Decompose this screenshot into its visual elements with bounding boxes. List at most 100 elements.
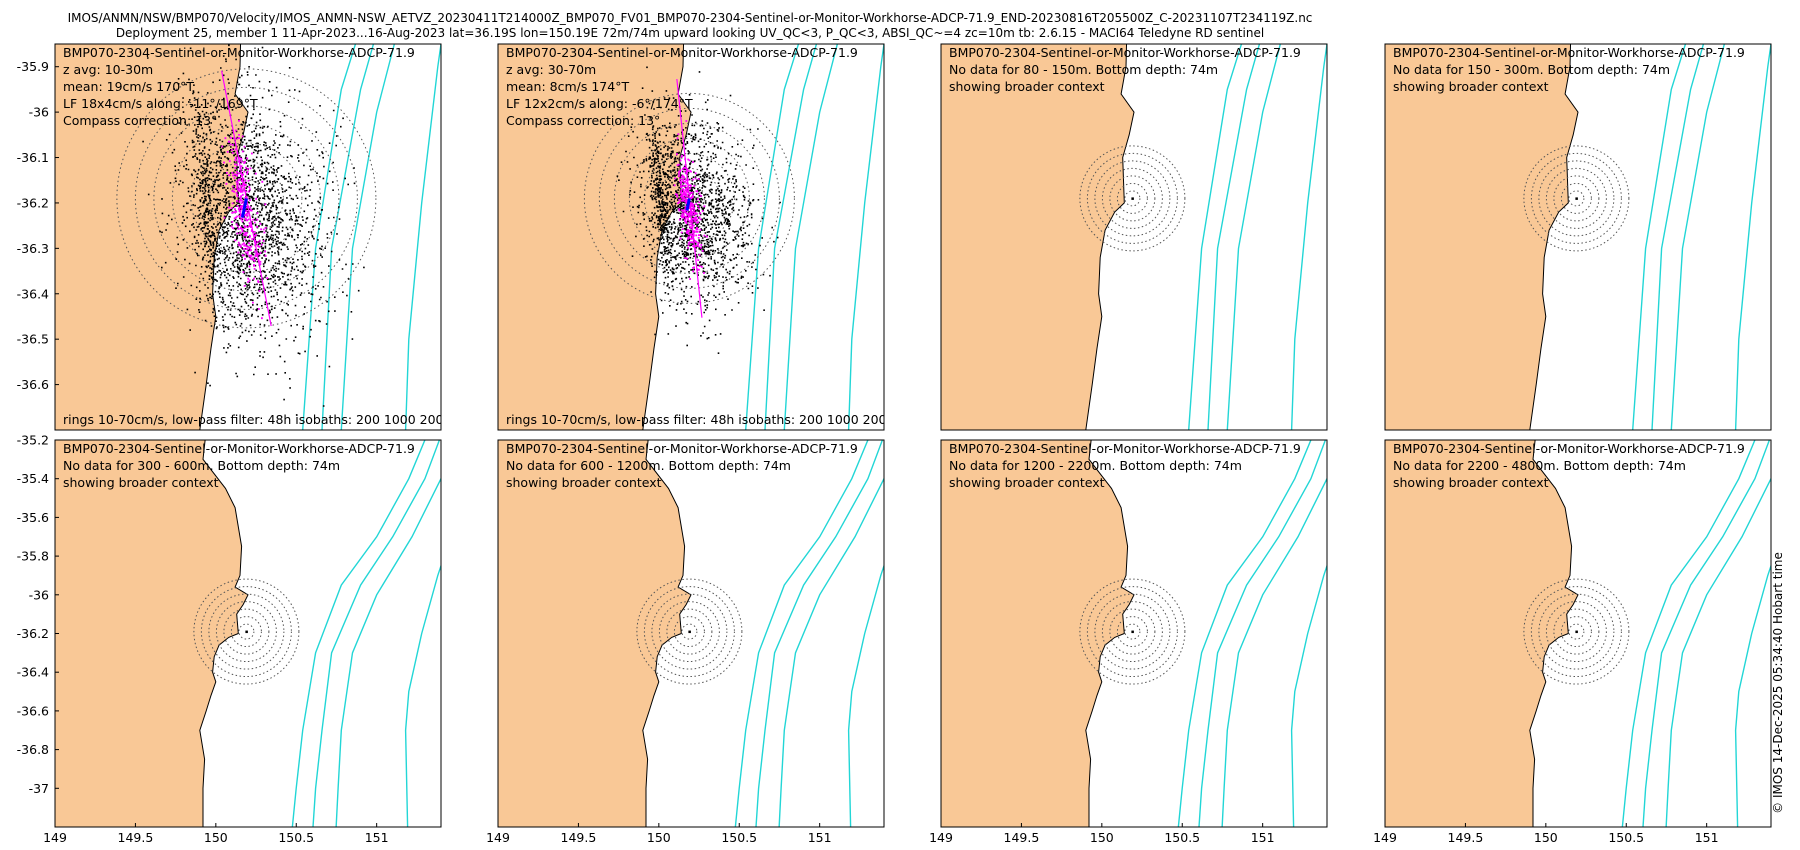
speed-ring [1560, 616, 1592, 648]
speed-ring [1124, 190, 1141, 207]
map-panel [1385, 440, 1771, 827]
x-tick-label: 151 [365, 830, 389, 845]
panel-instrument-label: BMP070-2304-Sentinel-or-Monitor-Workhors… [506, 441, 858, 456]
panel-info-line: No data for 2200 - 4800m. Bottom depth: … [1393, 458, 1686, 473]
speed-ring [208, 593, 285, 670]
speed-ring [636, 578, 743, 685]
y-tick-label: -36.1 [17, 150, 49, 165]
speed-ring [1553, 608, 1600, 655]
x-tick-label: 149.5 [1004, 830, 1040, 845]
speed-ring [1109, 608, 1156, 655]
isobath-line [778, 476, 884, 827]
land-area [1385, 44, 1578, 430]
speed-ring [1530, 152, 1622, 244]
x-tick-label: 150 [1534, 830, 1558, 845]
station-marker [1131, 630, 1134, 634]
speed-ring [673, 616, 705, 648]
coastline [1529, 440, 1579, 827]
land-area [941, 44, 1134, 430]
isobath-line [1642, 440, 1771, 827]
isobath-line [847, 563, 884, 827]
x-tick-label: 149 [486, 830, 510, 845]
panel-info-line: z avg: 10-30m [63, 62, 153, 77]
y-tick-label: -36.2 [17, 626, 49, 641]
isobath-line [1187, 44, 1243, 430]
coastline [642, 440, 692, 827]
speed-ring [1568, 190, 1585, 207]
panel-info-line: No data for 300 - 600m. Bottom depth: 74… [63, 458, 340, 473]
speed-ring [215, 601, 277, 663]
isobath-line [755, 440, 884, 827]
isobath-line [1177, 440, 1312, 827]
panel-instrument-label: BMP070-2304-Sentinel-or-Monitor-Workhors… [63, 441, 415, 456]
y-tick-label: -35.8 [17, 549, 49, 564]
speed-ring [1094, 593, 1171, 670]
speed-ring [1538, 593, 1615, 670]
scatter-points [616, 53, 781, 355]
speed-ring [134, 86, 358, 310]
panel-info-line: showing broader context [63, 475, 219, 490]
station-marker [1575, 630, 1578, 634]
speed-ring [153, 105, 340, 292]
station-marker [1575, 197, 1578, 200]
speed-ring [598, 107, 780, 289]
map-panel [55, 440, 441, 827]
land-area [498, 44, 691, 430]
speed-ring [223, 608, 270, 655]
isobath-line [404, 44, 441, 430]
y-tick-label: -36 [29, 105, 49, 120]
speed-ring [1530, 586, 1622, 678]
station-marker [688, 630, 691, 634]
isobath-line [1221, 476, 1327, 827]
speed-ring [1553, 175, 1600, 222]
y-tick-label: -35.4 [17, 471, 49, 486]
speed-ring [1124, 623, 1141, 640]
panel-info-line: showing broader context [1393, 475, 1549, 490]
speed-ring [1568, 623, 1585, 640]
x-tick-label: 150.5 [721, 830, 757, 845]
speed-ring [238, 623, 255, 640]
speed-ring [658, 601, 720, 663]
velocity-scatter [616, 53, 781, 355]
speed-ring [1086, 586, 1178, 678]
x-tick-label: 149.5 [118, 830, 154, 845]
isobath-line [783, 44, 839, 430]
panel-info-line: showing broader context [949, 79, 1105, 94]
y-tick-label: -36 [29, 587, 49, 602]
panel-info-line: showing broader context [1393, 79, 1549, 94]
panel-info-line: LF 12x2cm/s along: -6°/174°T [506, 96, 693, 111]
y-tick-label: -36.6 [17, 703, 49, 718]
x-tick-label: 149 [929, 830, 953, 845]
y-tick-label: -36.2 [17, 195, 49, 210]
x-tick-label: 150 [204, 830, 228, 845]
panel-info-line: No data for 1200 - 2200m. Bottom depth: … [949, 458, 1242, 473]
panel-bottom-note: rings 10-70cm/s, low-pass filter: 48h is… [506, 412, 942, 427]
isobath-line [321, 44, 375, 430]
x-tick-label: 150 [1090, 830, 1114, 845]
isobath-line [291, 440, 426, 827]
figure-title-line1: IMOS/ANMN/NSW/BMP070/Velocity/IMOS_ANMN-… [68, 11, 1313, 25]
speed-ring [200, 586, 292, 678]
isobath-line [404, 563, 441, 827]
y-tick-label: -36.4 [17, 665, 49, 680]
x-tick-label: 149.5 [1448, 830, 1484, 845]
speed-ring [666, 608, 713, 655]
speed-ring [1079, 578, 1186, 685]
speed-ring [1116, 616, 1148, 648]
x-tick-label: 149.5 [561, 830, 597, 845]
y-tick-label: -36.4 [17, 286, 49, 301]
coastline [199, 44, 249, 430]
axes-box [1384, 439, 1772, 828]
panel-info-line: No data for 80 - 150m. Bottom depth: 74m [949, 62, 1218, 77]
speed-ring [1079, 145, 1186, 252]
panel-info-line: z avg: 30-70m [506, 62, 596, 77]
speed-ring [1545, 601, 1607, 663]
panel-info-line: showing broader context [506, 475, 662, 490]
panel-instrument-label: BMP070-2304-Sentinel-or-Monitor-Workhors… [1393, 441, 1745, 456]
speed-ring [1523, 578, 1630, 685]
station-marker [245, 630, 248, 634]
speed-ring [208, 160, 284, 236]
speed-ring [1560, 182, 1592, 214]
velocity-scatter [142, 44, 365, 416]
panel-info-line: Compass correction: 13° [63, 113, 217, 128]
